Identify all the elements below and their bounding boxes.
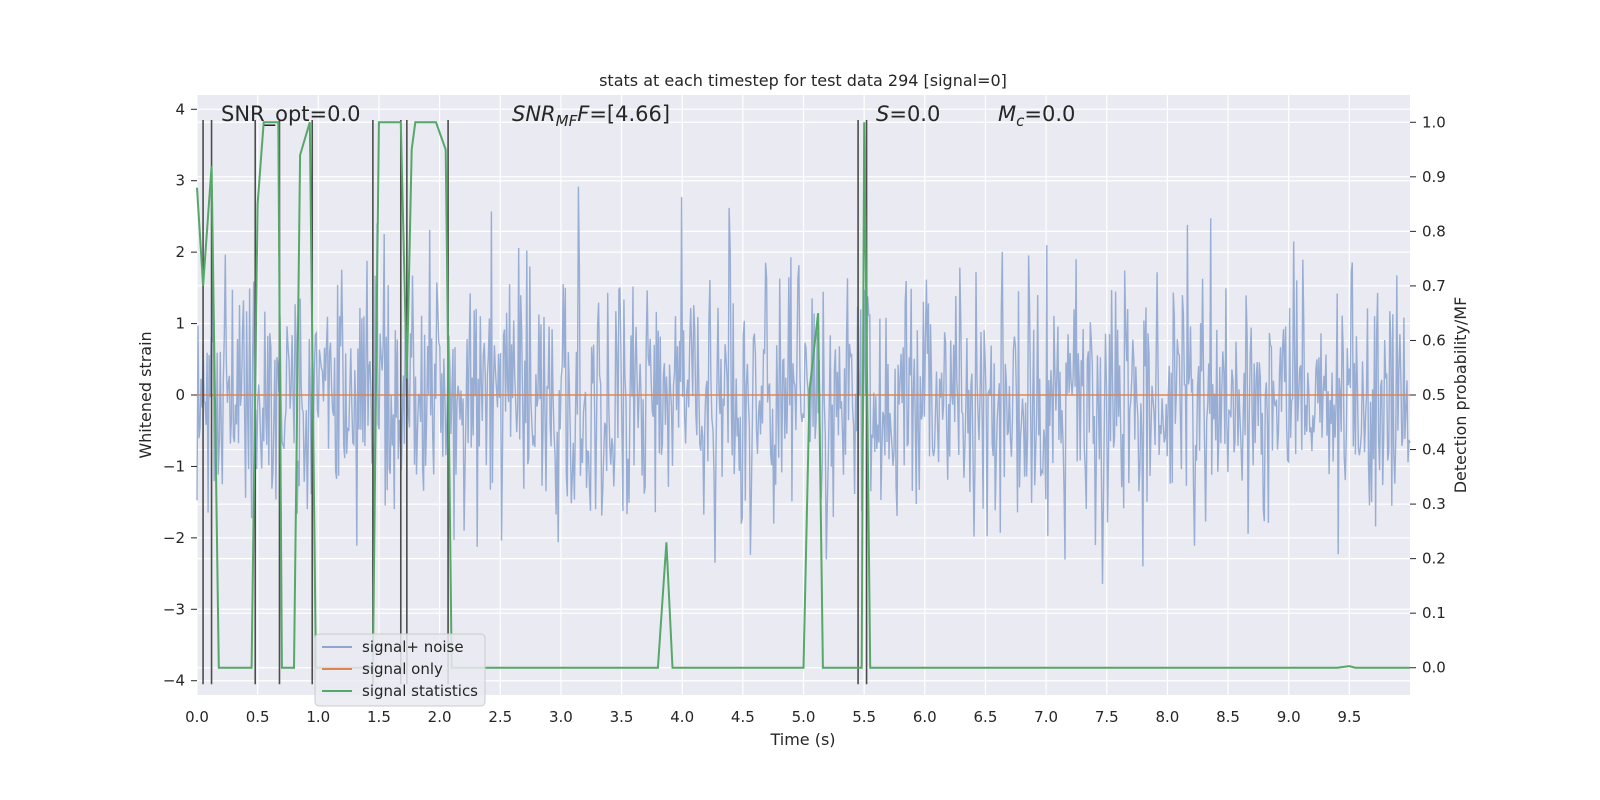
x-tick-label: 1.0 <box>306 708 330 726</box>
line-signal-plus-noise <box>196 186 1411 584</box>
y-tick-label: 0 <box>175 386 185 404</box>
y-right-tick-label: 1.0 <box>1422 113 1446 131</box>
line-signal-statistics <box>196 121 1410 669</box>
annotation-mc: Mc=0.0 <box>998 102 1075 130</box>
y-tick-label: 4 <box>175 100 185 118</box>
annotation-s: S=0.0 <box>876 102 940 126</box>
y-right-tick-label: 0.3 <box>1422 495 1446 513</box>
chart-title: stats at each timestep for test data 294… <box>599 71 1007 90</box>
y-tick-label: −2 <box>163 529 185 547</box>
y-right-tick-label: 0.0 <box>1422 659 1446 677</box>
x-tick-label: 9.5 <box>1337 708 1361 726</box>
y-axis-ticks-right: 0.0 0.1 0.2 0.3 0.4 0.5 0.6 0.7 0.8 0.9 1.0 <box>1410 113 1446 677</box>
x-tick-label: 2.0 <box>428 708 452 726</box>
legend: signal+ noise signal only signal statist… <box>314 633 486 707</box>
legend-label-signal-statistics: signal statistics <box>362 682 478 700</box>
y-tick-label: 2 <box>175 243 185 261</box>
y-right-tick-label: 0.1 <box>1422 604 1446 622</box>
x-axis-label: Time (s) <box>769 730 835 749</box>
x-tick-label: 9.0 <box>1277 708 1301 726</box>
x-tick-label: 6.5 <box>974 708 998 726</box>
y-right-tick-label: 0.2 <box>1422 550 1446 568</box>
series-signal-statistics <box>196 121 1410 669</box>
annotation-snr-mf: SNRMFF=[4.66] <box>512 102 670 130</box>
x-tick-label: 3.0 <box>549 708 573 726</box>
x-tick-label: 5.0 <box>792 708 816 726</box>
y-tick-label: 1 <box>175 315 185 333</box>
x-tick-label: 7.0 <box>1034 708 1058 726</box>
x-tick-label: 4.0 <box>670 708 694 726</box>
x-tick-label: 7.5 <box>1095 708 1119 726</box>
x-tick-label: 4.5 <box>731 708 755 726</box>
x-axis-ticks: 0.0 0.5 1.0 1.5 2.0 2.5 3.0 3.5 4.0 4.5 5.0 5.5 6.0 6… <box>185 708 1361 726</box>
x-tick-label: 2.5 <box>488 708 512 726</box>
x-tick-label: 5.5 <box>852 708 876 726</box>
x-tick-label: 0.5 <box>246 708 270 726</box>
x-tick-label: 0.0 <box>185 708 209 726</box>
x-tick-label: 3.5 <box>610 708 634 726</box>
series-signal-plus-noise <box>196 186 1411 584</box>
legend-label-signal-plus-noise: signal+ noise <box>362 638 464 656</box>
x-tick-label: 8.0 <box>1155 708 1179 726</box>
y-tick-label: 3 <box>175 172 185 190</box>
y-right-tick-label: 0.9 <box>1422 168 1446 186</box>
x-tick-label: 1.5 <box>367 708 391 726</box>
y-right-tick-label: 0.7 <box>1422 277 1446 295</box>
legend-box <box>314 633 486 707</box>
y-axis-ticks-left: −4 −3 −2 −1 0 1 2 3 4 <box>163 100 197 690</box>
y-axis-label-left: Whitened strain <box>136 331 155 458</box>
y-right-tick-label: 0.4 <box>1422 441 1446 459</box>
y-tick-label: −4 <box>163 672 185 690</box>
y-right-tick-label: 0.8 <box>1422 222 1446 240</box>
y-right-tick-label: 0.6 <box>1422 331 1446 349</box>
x-tick-label: 6.0 <box>913 708 937 726</box>
y-right-tick-label: 0.5 <box>1422 386 1446 404</box>
legend-label-signal-only: signal only <box>362 660 443 678</box>
y-tick-label: −3 <box>163 600 185 618</box>
x-tick-label: 8.5 <box>1216 708 1240 726</box>
y-axis-label-right: Detection probability/MF <box>1451 297 1470 494</box>
y-tick-label: −1 <box>163 457 185 475</box>
annotation-snr-opt: SNR_opt=0.0 <box>221 102 361 127</box>
